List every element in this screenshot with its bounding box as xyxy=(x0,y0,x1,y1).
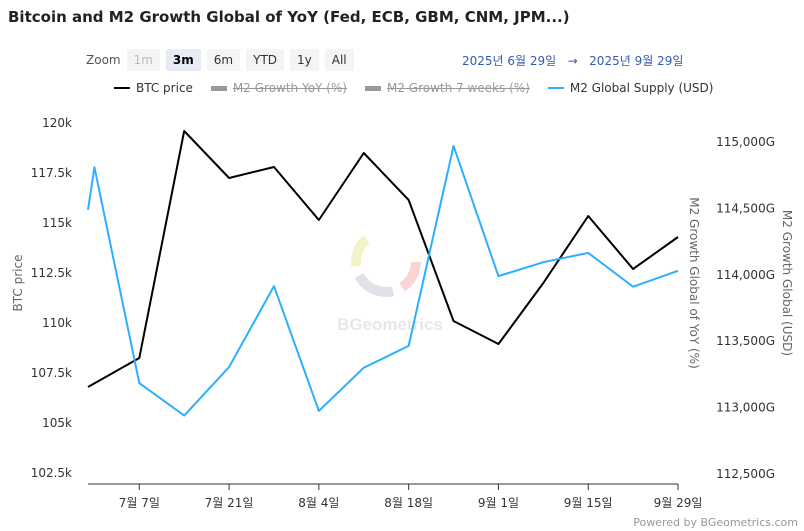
zoom-selector: Zoom 1m 3m 6m YTD 1y All xyxy=(86,49,354,71)
x-tick-label: 8월 4일 xyxy=(298,496,339,510)
y-left-tick-label: 107.5k xyxy=(31,366,72,380)
range-from[interactable]: 2025년 6월 29일 xyxy=(462,54,557,68)
y-left-tick-label: 115k xyxy=(42,216,72,230)
legend-btc-price[interactable]: BTC price xyxy=(114,81,193,95)
legend-label: BTC price xyxy=(136,81,193,95)
range-to[interactable]: 2025년 9월 29일 xyxy=(589,54,684,68)
btc-price-line xyxy=(87,130,679,388)
svg-text:BGeometrics: BGeometrics xyxy=(337,315,443,334)
zoom-6m-button[interactable]: 6m xyxy=(206,49,241,71)
watermark: BGeometrics xyxy=(337,227,443,334)
zoom-label: Zoom xyxy=(86,53,121,67)
y-left-tick-label: 102.5k xyxy=(31,466,72,480)
m2-supply-line xyxy=(87,144,679,417)
zoom-ytd-button[interactable]: YTD xyxy=(246,49,285,71)
zoom-1m-button[interactable]: 1m xyxy=(126,49,160,71)
legend-m2-yoy[interactable]: M2 Growth YoY (%) xyxy=(210,81,347,95)
chart-title: Bitcoin and M2 Growth Global of YoY (Fed… xyxy=(8,8,570,26)
y-left-tick-label: 110k xyxy=(42,316,72,330)
legend-swatch xyxy=(547,87,564,89)
legend-m2-7weeks[interactable]: M2 Growth 7 weeks (%) xyxy=(364,81,530,95)
x-tick-label: 8월 18일 xyxy=(384,496,433,510)
legend-label: M2 Growth YoY (%) xyxy=(232,81,347,95)
credits[interactable]: Powered by BGeometrics.com xyxy=(633,516,798,529)
zoom-all-button[interactable]: All xyxy=(324,49,354,71)
y-right-tick-label: 113,500G xyxy=(716,334,775,348)
y-right-tick-label: 112,500G xyxy=(716,467,775,481)
legend-swatch xyxy=(114,87,130,89)
legend-m2-supply[interactable]: M2 Global Supply (USD) xyxy=(547,81,714,95)
y-left-tick-label: 112.5k xyxy=(31,266,72,280)
legend-label: M2 Global Supply (USD) xyxy=(569,81,714,95)
date-range: 2025년 6월 29일 → 2025년 9월 29일 xyxy=(462,52,683,69)
legend: BTC price M2 Growth YoY (%) M2 Growth 7 … xyxy=(114,81,713,95)
y-left-tick-label: 117.5k xyxy=(31,166,72,180)
x-tick-label: 9월 15일 xyxy=(564,496,613,510)
x-tick-label: 9월 29일 xyxy=(654,496,703,510)
y-left-tick-label: 120k xyxy=(42,116,72,130)
y-left-axis-title: BTC price xyxy=(11,255,25,312)
y-right-tick-label: 114,500G xyxy=(716,201,775,215)
y-right-tick-label: 113,000G xyxy=(716,401,775,415)
y-right-axis-title: M2 Growth Global (USD) xyxy=(780,210,794,356)
zoom-1y-button[interactable]: 1y xyxy=(290,49,319,71)
range-arrow: → xyxy=(567,54,578,68)
x-tick-label: 7월 21일 xyxy=(205,496,254,510)
zoom-3m-button[interactable]: 3m xyxy=(165,49,201,71)
y-mid-axis-title: M2 Growth Global of YoY (%) xyxy=(687,197,701,369)
x-tick-label: 7월 7일 xyxy=(119,496,160,510)
y-right-tick-label: 114,000G xyxy=(716,268,775,282)
x-tick-label: 9월 1일 xyxy=(478,496,519,510)
legend-swatch xyxy=(364,85,381,91)
legend-swatch xyxy=(210,85,227,91)
y-right-tick-label: 115,000G xyxy=(716,135,775,149)
y-left-tick-label: 105k xyxy=(42,416,72,430)
legend-label: M2 Growth 7 weeks (%) xyxy=(386,81,530,95)
